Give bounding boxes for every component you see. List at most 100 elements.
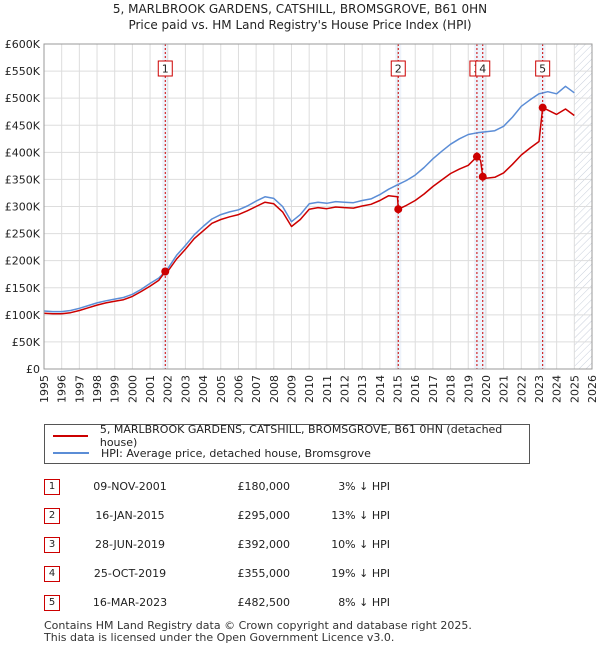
price-chart: 12345£0£50K£100K£150K£200K£250K£300K£350… [5, 38, 599, 403]
table-row: 1 09-NOV-2001 £180,000 3% ↓ HPI [44, 472, 390, 501]
footer-licence: This data is licensed under the Open Gov… [44, 631, 395, 644]
sale-price: £180,000 [237, 480, 291, 493]
sale-point [472, 152, 481, 161]
table-row: 3 28-JUN-2019 £392,000 10% ↓ HPI [44, 530, 390, 559]
x-tick-label: 2014 [374, 375, 387, 403]
x-tick-label: 2008 [268, 375, 281, 403]
sale-price: £355,000 [237, 567, 291, 580]
y-tick-label: £500K [5, 92, 41, 105]
x-tick-label: 2024 [551, 375, 564, 403]
x-tick-label: 2025 [568, 375, 581, 403]
legend-hpi-label: HPI: Average price, detached house, Brom… [101, 446, 371, 460]
y-tick-label: £50K [12, 336, 41, 349]
legend-price-swatch [53, 435, 88, 437]
x-tick-label: 2000 [126, 375, 139, 403]
y-tick-label: £0 [26, 363, 40, 376]
sale-hpi-diff: 8% ↓ HPI [338, 596, 390, 609]
sale-date: 09-NOV-2001 [93, 480, 167, 493]
x-tick-label: 2002 [162, 375, 175, 403]
sales-table: 1 09-NOV-2001 £180,000 3% ↓ HPI 2 16-JAN-2015… [44, 472, 390, 617]
table-row: 4 25-OCT-2019 £355,000 19% ↓ HPI [44, 559, 390, 588]
sale-price: £482,500 [237, 596, 291, 609]
sale-number-badge: 2 [44, 507, 60, 524]
y-tick-label: £550K [5, 65, 41, 78]
sale-price: £295,000 [237, 509, 291, 522]
sale-point [538, 103, 547, 112]
sale-number-badge: 1 [44, 478, 60, 495]
y-tick-label: £150K [5, 282, 41, 295]
sale-hpi-diff: 10% ↓ HPI [331, 538, 390, 551]
sale-hpi-diff: 13% ↓ HPI [331, 509, 390, 522]
y-tick-label: £250K [5, 228, 41, 241]
sale-date: 25-OCT-2019 [93, 567, 167, 580]
sale-label: 1 [162, 63, 169, 76]
sale-label: 2 [395, 63, 402, 76]
x-tick-label: 2026 [586, 375, 599, 403]
x-tick-label: 2004 [197, 375, 210, 403]
x-tick-label: 2019 [462, 375, 475, 403]
x-tick-label: 2003 [179, 375, 192, 403]
sale-price: £392,000 [237, 538, 291, 551]
legend-hpi-swatch [53, 452, 89, 454]
sale-date: 16-JAN-2015 [95, 509, 165, 522]
x-tick-label: 2012 [339, 375, 352, 403]
x-tick-label: 2011 [321, 375, 334, 403]
sale-point [161, 267, 170, 276]
x-tick-label: 1996 [56, 375, 69, 403]
chart-title-line1: 5, MARLBROOK GARDENS, CATSHILL, BROMSGRO… [112, 2, 488, 16]
sale-date: 28-JUN-2019 [94, 538, 166, 551]
chart-legend: 5, MARLBROOK GARDENS, CATSHILL, BROMSGRO… [44, 423, 530, 464]
y-tick-label: £100K [5, 309, 41, 322]
x-tick-label: 1999 [109, 375, 122, 403]
sale-label-box [475, 60, 491, 77]
y-tick-label: £450K [5, 119, 41, 132]
price-series-line [43, 106, 575, 315]
legend-price-label: 5, MARLBROOK GARDENS, CATSHILL, BROMSGRO… [99, 423, 503, 449]
x-tick-label: 2009 [285, 375, 298, 403]
x-tick-label: 2001 [144, 375, 157, 403]
x-tick-label: 2023 [533, 375, 546, 403]
x-tick-label: 2017 [427, 375, 440, 403]
sale-label: 5 [539, 63, 546, 76]
y-tick-label: £400K [5, 146, 41, 159]
x-tick-label: 2016 [409, 375, 422, 403]
chart-title-line2: Price paid vs. HM Land Registry's House … [128, 18, 472, 32]
x-tick-label: 1998 [91, 375, 104, 403]
x-tick-label: 2018 [445, 375, 458, 403]
sale-number-badge: 4 [44, 565, 60, 582]
x-tick-label: 2013 [356, 375, 369, 403]
sale-hpi-diff: 19% ↓ HPI [331, 567, 390, 580]
sale-hpi-diff: 3% ↓ HPI [338, 480, 390, 493]
y-tick-label: £300K [5, 201, 41, 214]
x-tick-label: 2007 [250, 375, 263, 403]
legend-hpi: HPI: Average price, detached house, Brom… [53, 445, 371, 461]
sale-point [394, 205, 403, 214]
y-tick-label: £200K [5, 255, 41, 268]
sale-date: 16-MAR-2023 [92, 596, 168, 609]
table-row: 5 16-MAR-2023 £482,500 8% ↓ HPI [44, 588, 390, 617]
plot-border [43, 43, 593, 370]
sale-number-badge: 3 [44, 536, 60, 553]
x-tick-label: 1995 [38, 375, 51, 403]
x-tick-label: 2021 [498, 375, 511, 403]
sale-label-box [390, 60, 406, 77]
x-tick-label: 2022 [515, 375, 528, 403]
legend-price: 5, MARLBROOK GARDENS, CATSHILL, BROMSGRO… [53, 423, 529, 449]
x-tick-label: 2005 [215, 375, 228, 403]
hpi-series-line [43, 85, 575, 313]
footer-copyright: Contains HM Land Registry data © Crown c… [44, 619, 472, 632]
x-tick-label: 2006 [232, 375, 245, 403]
sale-point [478, 172, 487, 181]
x-tick-label: 2010 [303, 375, 316, 403]
y-tick-label: £350K [5, 173, 41, 186]
x-tick-label: 2015 [392, 375, 405, 403]
sale-label-box [157, 60, 173, 77]
y-tick-label: £600K [5, 38, 41, 51]
sale-label-box [535, 60, 551, 77]
table-row: 2 16-JAN-2015 £295,000 13% ↓ HPI [44, 501, 390, 530]
sale-number-badge: 5 [44, 594, 60, 611]
x-tick-label: 2020 [480, 375, 493, 403]
x-tick-label: 1997 [73, 375, 86, 403]
footer: Contains HM Land Registry data © Crown c… [44, 620, 472, 644]
sale-label: 4 [479, 63, 486, 76]
